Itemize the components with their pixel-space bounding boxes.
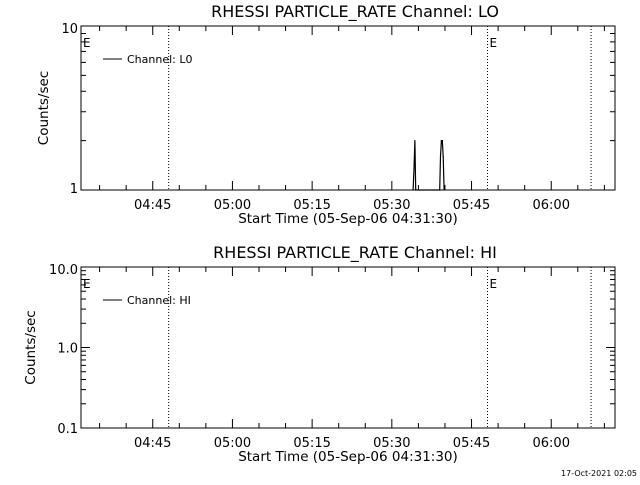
lo-x-tick-label: 04:45 xyxy=(134,198,171,213)
lo-data-point xyxy=(412,189,414,191)
hi-y-tick-label: 0.1 xyxy=(57,422,78,437)
lo-x-tick-label: 06:00 xyxy=(533,198,570,213)
footer-timestamp: 17-Oct-2021 02:05 xyxy=(561,469,637,478)
lo-y-tick-label: 1 xyxy=(70,182,78,197)
hi-x-tick-label: 06:00 xyxy=(533,436,570,451)
lo-y-axis-label: Counts/sec xyxy=(36,71,52,145)
lo-x-tick-label: 05:45 xyxy=(453,198,490,213)
hi-x-axis-label: Start Time (05-Sep-06 04:31:30) xyxy=(238,449,458,465)
lo-chart-title: RHESSI PARTICLE_RATE Channel: LO xyxy=(211,2,499,22)
hi-y-axis-label: Counts/sec xyxy=(23,310,39,384)
lo-data-point xyxy=(415,189,417,191)
hi-y-tick-label: 1.0 xyxy=(57,342,78,357)
hi-x-tick-label: 05:00 xyxy=(214,436,251,451)
lo-event-marker-label: E xyxy=(489,36,497,50)
lo-data-point xyxy=(441,140,443,142)
lo-x-tick-label: 05:30 xyxy=(373,198,410,213)
lo-data-point xyxy=(443,189,445,191)
hi-chart-title: RHESSI PARTICLE_RATE Channel: HI xyxy=(213,243,497,263)
lo-x-tick-label: 05:15 xyxy=(293,198,330,213)
lo-data-point xyxy=(440,140,442,142)
hi-legend-label: Channel: HI xyxy=(127,294,191,307)
lo-data-point xyxy=(414,140,416,142)
hi-event-marker-label: E xyxy=(83,277,91,291)
lo-data-point xyxy=(439,189,441,191)
lo-data-point xyxy=(439,155,442,158)
lo-series-line xyxy=(412,140,445,191)
lo-data-point xyxy=(442,155,444,158)
hi-x-tick-label: 05:45 xyxy=(453,436,490,451)
hi-x-tick-label: 04:45 xyxy=(134,436,171,451)
hi-plot-frame xyxy=(80,266,616,429)
hi-x-tick-label: 05:30 xyxy=(373,436,410,451)
lo-event-marker-label: E xyxy=(83,36,91,50)
lo-x-axis-label: Start Time (05-Sep-06 04:31:30) xyxy=(238,211,458,227)
lo-y-tick-label: 10 xyxy=(61,22,78,37)
lo-plot-frame xyxy=(80,25,616,191)
hi-y-tick-label: 10.0 xyxy=(49,263,78,278)
lo-data-point xyxy=(413,168,415,170)
hi-event-marker-label: E xyxy=(489,277,497,291)
lo-legend-label: Channel: L0 xyxy=(127,53,193,66)
hi-x-tick-label: 05:15 xyxy=(293,436,330,451)
lo-x-tick-label: 05:00 xyxy=(214,198,251,213)
